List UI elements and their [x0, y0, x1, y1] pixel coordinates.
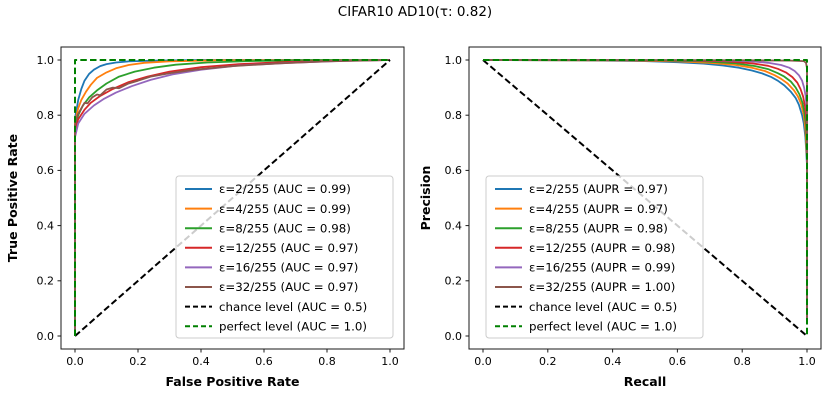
roc-curve-1	[74, 59, 391, 336]
roc-legend-label-2: ε=8/255 (AUC = 0.98)	[219, 221, 351, 235]
roc-x-tick-label: 0.6	[255, 355, 273, 368]
pr-legend-label-5: ε=32/255 (AUPR = 1.00)	[529, 280, 675, 294]
pr-y-tick-label: 1.0	[445, 54, 463, 67]
pr-x-tick-label: 0.4	[604, 355, 622, 368]
pr-legend-label-3: ε=12/255 (AUPR = 0.98)	[529, 241, 675, 255]
pr-y-tick-label: 0.8	[445, 109, 463, 122]
roc-y-tick-label: 0.4	[37, 219, 55, 232]
pr-x-tick-label: 0.2	[539, 355, 557, 368]
pr-legend-label-7: perfect level (AUC = 1.0)	[529, 319, 677, 333]
pr-x-tick-label: 0.8	[733, 355, 751, 368]
roc-x-tick-label: 0.0	[66, 355, 84, 368]
pr-legend-label-0: ε=2/255 (AUPR = 0.97)	[529, 182, 668, 196]
pr-y-axis-label: Precision	[418, 166, 433, 231]
panel-roc: 0.0 0.2 0.4 0.6 0.8 1.0 0.0 0.2 0.4 0.6 0.8 1.0 Fals…	[5, 46, 405, 389]
pr-y-tick-label: 0.0	[445, 330, 463, 343]
roc-y-tick-label: 1.0	[37, 54, 55, 67]
pr-y-tick-label: 0.4	[445, 219, 463, 232]
roc-curve-3	[74, 59, 391, 336]
pr-curve-7	[483, 59, 808, 336]
pr-legend: ε=2/255 (AUPR = 0.97) ε=4/255 (AUPR = 0.9…	[485, 175, 704, 339]
roc-y-axis-label: True Positive Rate	[5, 134, 20, 262]
pr-x-tick-label: 0.0	[474, 355, 492, 368]
roc-legend-label-5: ε=32/255 (AUC = 0.97)	[219, 280, 358, 294]
roc-y-tick-label: 0.6	[37, 164, 55, 177]
roc-legend: ε=2/255 (AUC = 0.99) ε=4/255 (AUC = 0.99)…	[175, 175, 394, 339]
pr-y-tick-label: 0.6	[445, 164, 463, 177]
pr-legend-label-2: ε=8/255 (AUPR = 0.98)	[529, 221, 668, 235]
roc-y-tick-label: 0.0	[37, 330, 55, 343]
roc-x-tick-label: 1.0	[381, 355, 399, 368]
roc-curve-7	[74, 59, 390, 336]
pr-legend-label-6: chance level (AUC = 0.5)	[529, 300, 677, 314]
roc-legend-label-0: ε=2/255 (AUC = 0.99)	[219, 182, 351, 196]
roc-x-tick-label: 0.4	[192, 355, 210, 368]
pr-curve-6	[482, 59, 808, 337]
roc-y-tick-label: 0.8	[37, 109, 55, 122]
pr-curve-2	[482, 59, 808, 323]
roc-plot-frame	[60, 46, 405, 350]
roc-x-tick-label: 0.2	[129, 355, 147, 368]
figure-title: CIFAR10 AD10(τ: 0.82)	[337, 4, 493, 20]
pr-legend-label-4: ε=16/255 (AUPR = 0.99)	[529, 261, 675, 275]
roc-legend-label-4: ε=16/255 (AUC = 0.97)	[219, 261, 358, 275]
roc-legend-label-6: chance level (AUC = 0.5)	[219, 300, 367, 314]
pr-x-axis-label: Recall	[624, 374, 667, 389]
roc-curve-0	[74, 59, 390, 336]
pr-legend-box	[485, 175, 704, 339]
pr-x-tick-label: 1.0	[798, 355, 816, 368]
roc-x-tick-label: 0.8	[318, 355, 336, 368]
pr-y-tick-label: 0.2	[445, 275, 463, 288]
roc-legend-label-7: perfect level (AUC = 1.0)	[219, 319, 367, 333]
roc-curve-5	[74, 59, 391, 336]
roc-legend-label-3: ε=12/255 (AUC = 0.97)	[219, 241, 358, 255]
roc-y-tick-label: 0.2	[37, 275, 55, 288]
pr-legend-label-1: ε=4/255 (AUPR = 0.97)	[529, 202, 668, 216]
panel-pr: 0.0 0.2 0.4 0.6 0.8 1.0 0.0 0.2 0.4 0.6 0.8 1.0 Reca…	[418, 46, 822, 389]
roc-legend-box	[175, 175, 394, 339]
roc-legend-label-1: ε=4/255 (AUC = 0.99)	[219, 202, 351, 216]
pr-plot-frame	[468, 46, 822, 350]
pr-curve-1	[482, 59, 808, 323]
roc-x-axis-label: False Positive Rate	[165, 374, 299, 389]
pr-x-tick-label: 0.6	[669, 355, 687, 368]
